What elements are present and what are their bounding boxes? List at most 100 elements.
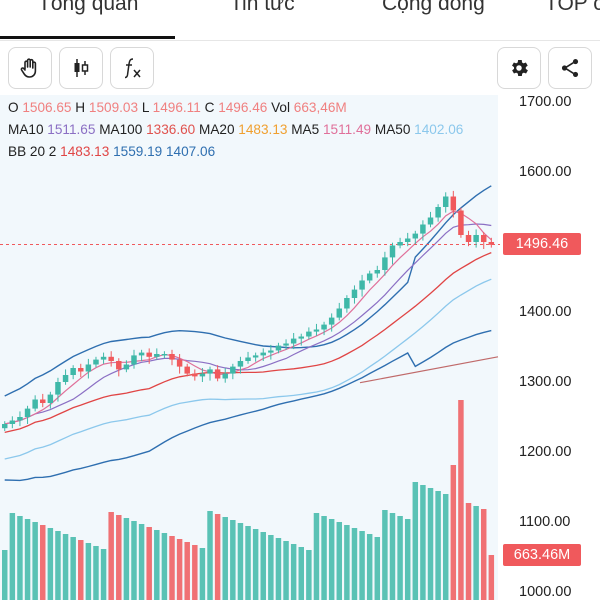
price-chart[interactable]: [0, 95, 600, 600]
price-axis-label: 1000.00: [519, 584, 572, 600]
candle-body: [260, 352, 266, 356]
legend-bb: BB 20 2 1483.13 1559.19 1407.06: [8, 144, 215, 159]
candle-body: [70, 368, 76, 375]
volume-bar: [161, 533, 168, 600]
candle-body: [351, 289, 358, 298]
candle-body: [366, 273, 373, 281]
volume-bar: [176, 539, 183, 600]
legend-key: MA100: [99, 122, 143, 137]
volume-bar: [480, 509, 487, 600]
candle-body: [283, 343, 289, 346]
candlestick-icon: [74, 59, 89, 77]
tab-news[interactable]: Tin tức: [230, 0, 295, 15]
volume-bar: [138, 524, 145, 600]
volume-bar: [465, 503, 472, 600]
candle-body: [237, 361, 244, 367]
volume-bar: [123, 518, 130, 600]
ma100-line: [359, 356, 499, 384]
candle-body: [268, 350, 274, 353]
candle-body: [306, 331, 312, 337]
candle-body: [207, 369, 213, 374]
price-axis-label: 1400.00: [519, 304, 572, 320]
volume-bar: [359, 531, 365, 600]
volume-bar: [458, 400, 464, 600]
candle-body: [169, 354, 175, 360]
hand-tool-button[interactable]: [8, 47, 52, 89]
volume-bar: [222, 517, 228, 600]
candle-body: [488, 242, 495, 245]
candle-body: [397, 242, 403, 246]
tab-community[interactable]: Cộng đồng: [382, 0, 485, 15]
candle-body: [93, 359, 99, 365]
volume-bar: [85, 543, 92, 600]
candle-body: [47, 394, 54, 403]
volume-bar: [252, 529, 259, 600]
volume-bar: [336, 522, 343, 600]
candle-body: [465, 235, 472, 242]
close-value: 1496.46: [218, 100, 268, 115]
volume-bar: [62, 534, 69, 600]
ma10-line: [4, 223, 492, 425]
candle-body: [473, 235, 479, 242]
candle-body: [2, 424, 8, 429]
share-button[interactable]: [548, 47, 592, 89]
candle-body: [214, 369, 221, 379]
volume-bar: [450, 465, 457, 600]
tab-bar: Tổng quan Tin tức Cộng đồng TOP cổ: [0, 0, 600, 40]
share-icon: [561, 59, 579, 77]
candle-body: [78, 368, 84, 372]
candle-body: [24, 408, 31, 417]
candle-body: [412, 233, 419, 239]
volume-bar: [260, 532, 266, 600]
candle-body: [328, 317, 335, 325]
candle-body: [252, 355, 259, 358]
ma5-value: 1511.49: [322, 122, 372, 137]
volume-bar: [298, 547, 304, 600]
candle-body: [100, 356, 107, 360]
candle-body: [290, 338, 297, 344]
candle-body: [442, 196, 449, 207]
volume-bar: [100, 549, 107, 600]
volume-bar: [389, 513, 396, 600]
volume-bar: [207, 511, 213, 600]
tab-overview[interactable]: Tổng quan: [38, 0, 139, 15]
legend-key: L: [141, 100, 149, 115]
candle-body: [374, 270, 381, 274]
candle-body: [161, 354, 168, 356]
candle-body: [359, 280, 365, 290]
tab-top[interactable]: TOP cổ: [545, 0, 600, 15]
volume-bar: [154, 530, 160, 600]
candle-body: [344, 298, 350, 309]
volume-bar: [275, 538, 282, 600]
bb-upper-value: 1559.19: [113, 144, 163, 159]
candle-body: [146, 352, 152, 357]
candlestick-button[interactable]: [59, 47, 103, 89]
candle-body: [404, 238, 411, 242]
current-price-tag: 1496.46: [503, 233, 581, 255]
function-button[interactable]: [110, 47, 154, 89]
candle-body: [138, 352, 145, 356]
volume-bar: [366, 534, 373, 600]
volume-bar: [184, 542, 190, 600]
volume-bar: [93, 546, 99, 600]
volume-bar: [382, 510, 388, 600]
gear-icon: [512, 60, 528, 76]
candle-body: [230, 366, 236, 374]
candle-body: [480, 235, 487, 242]
candle-body: [336, 308, 343, 318]
bb-lower-line: [4, 329, 492, 482]
candle-body: [184, 366, 190, 374]
volume-bar: [116, 515, 122, 600]
volume-bar: [17, 516, 23, 600]
volume-bar: [230, 520, 236, 600]
candle-body: [298, 336, 304, 339]
volume-bar: [245, 526, 251, 600]
candle-body: [192, 373, 198, 377]
open-value: 1506.65: [22, 100, 72, 115]
candle-body: [245, 357, 251, 361]
ma50-value: 1402.06: [414, 122, 464, 137]
settings-button[interactable]: [497, 47, 541, 89]
hand-icon: [20, 58, 37, 78]
candle-body: [17, 417, 23, 421]
volume-bar: [328, 519, 335, 600]
